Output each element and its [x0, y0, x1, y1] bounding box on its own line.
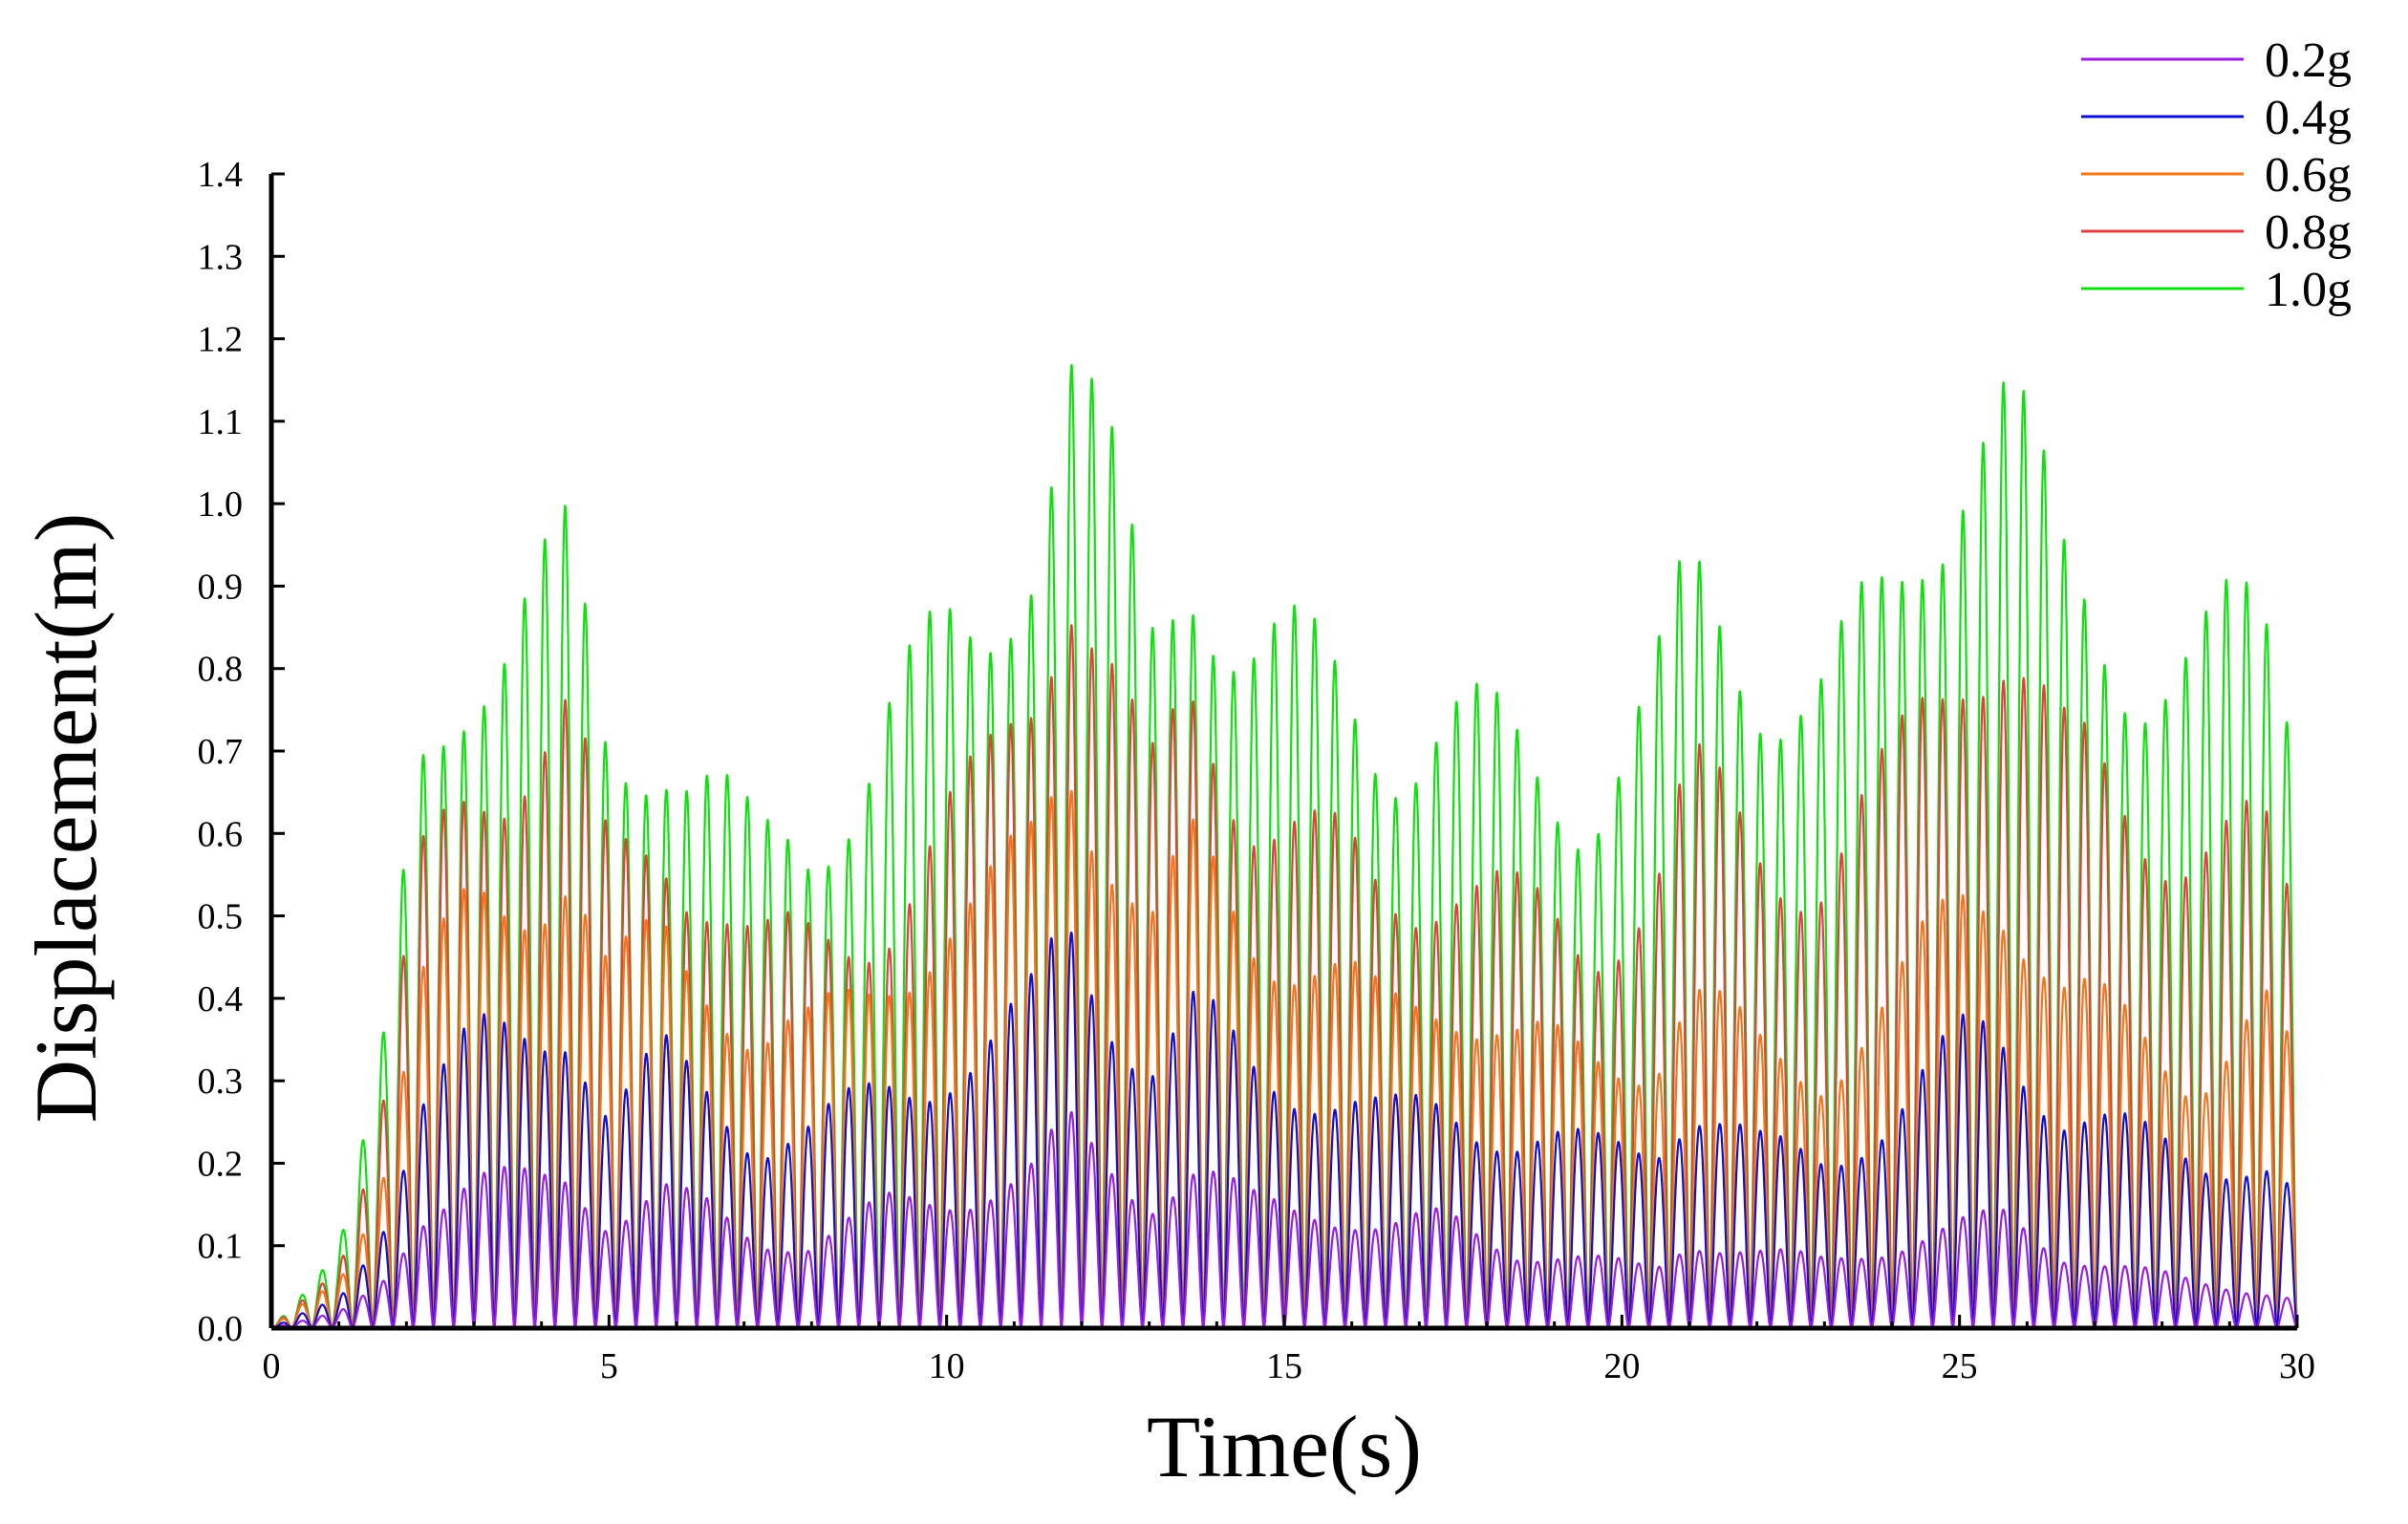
y-tick-label: 0.0	[198, 1309, 244, 1349]
y-tick-label: 1.1	[198, 402, 244, 442]
x-tick-label: 10	[929, 1346, 965, 1386]
legend-label-0-2g: 0.2g	[2265, 33, 2352, 88]
y-tick-label: 0.1	[198, 1227, 244, 1267]
x-axis-title: Time(s)	[1147, 1398, 1422, 1495]
y-axis-title: Displacement(m)	[17, 513, 115, 1124]
x-tick-label: 25	[1942, 1346, 1978, 1386]
y-tick-label: 1.4	[198, 155, 244, 195]
legend-label-1-0g: 1.0g	[2265, 263, 2352, 317]
y-tick-label: 0.6	[198, 814, 244, 854]
ticks-group: 0 5 10 15 20 25 30 0.0 0.1 0.2 0.3 0.4 0.5 0.6 0.7 0.8 0…	[198, 155, 2316, 1386]
y-tick-label: 0.3	[198, 1062, 244, 1102]
legend-label-0-6g: 0.6g	[2265, 148, 2352, 203]
x-tick-label: 20	[1603, 1346, 1640, 1386]
x-tick-label: 0	[263, 1346, 281, 1386]
y-tick-label: 0.5	[198, 897, 244, 937]
y-tick-label: 1.0	[198, 484, 244, 525]
y-tick-label: 0.2	[198, 1144, 244, 1184]
x-tick-label: 15	[1266, 1346, 1302, 1386]
y-tick-label: 1.3	[198, 237, 244, 277]
legend: 0.2g0.4g0.6g0.8g1.0g	[2081, 33, 2352, 317]
y-tick-label: 1.2	[198, 320, 244, 360]
y-tick-label: 0.4	[198, 979, 244, 1020]
legend-label-0-8g: 0.8g	[2265, 205, 2352, 260]
y-tick-label: 0.9	[198, 567, 244, 607]
x-tick-label: 30	[2279, 1346, 2315, 1386]
x-tick-label: 5	[600, 1346, 618, 1386]
y-tick-label: 0.8	[198, 650, 244, 690]
legend-label-0-4g: 0.4g	[2265, 91, 2352, 145]
y-tick-label: 0.7	[198, 732, 244, 772]
